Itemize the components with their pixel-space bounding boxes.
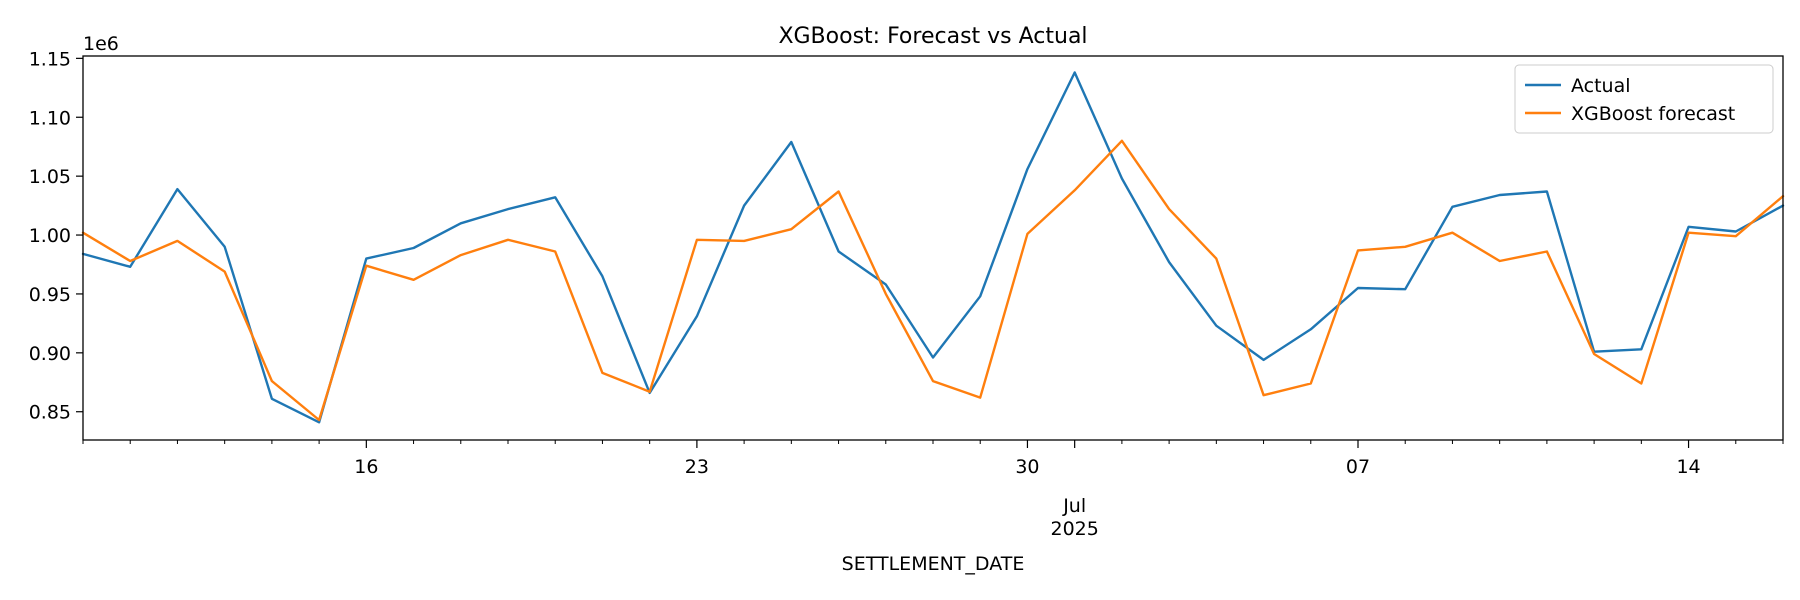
- x-tick-label: 07: [1346, 456, 1370, 478]
- y-tick-label: 0.85: [29, 402, 71, 424]
- y-axis-offset-label: 1e6: [83, 33, 119, 55]
- legend-box: [1514, 64, 1774, 134]
- y-tick-label: 0.95: [29, 284, 71, 306]
- legend: Actual XGBoost forecast: [1514, 64, 1774, 134]
- legend-label: XGBoost forecast: [1571, 103, 1735, 125]
- x-tick-sublabel: 2025: [1050, 518, 1098, 540]
- series-line-forecast: [81, 139, 1785, 422]
- x-tick-label: Jul: [1062, 495, 1086, 517]
- x-tick-label: 16: [354, 456, 378, 478]
- x-tick-label: 30: [1015, 456, 1039, 478]
- chart-title: XGBoost: Forecast vs Actual: [778, 24, 1087, 49]
- plot-frame: [82, 55, 1784, 441]
- series-line-actual: [81, 71, 1785, 424]
- legend-label: Actual: [1571, 75, 1631, 97]
- y-tick-label: 1.05: [29, 166, 71, 188]
- y-tick-label: 1.00: [29, 225, 71, 247]
- x-tick-label: 14: [1676, 456, 1700, 478]
- y-tick-label: 1.10: [29, 107, 71, 129]
- plot-area: [81, 71, 1785, 424]
- y-tick-label: 0.90: [29, 343, 71, 365]
- y-tick-label: 1.15: [29, 48, 71, 70]
- x-axis-title: SETTLEMENT_DATE: [842, 553, 1025, 575]
- y-axis: 0.85 0.90 0.95 1.00 1.05 1.10 1.15: [29, 48, 83, 424]
- x-tick-label: 23: [685, 456, 709, 478]
